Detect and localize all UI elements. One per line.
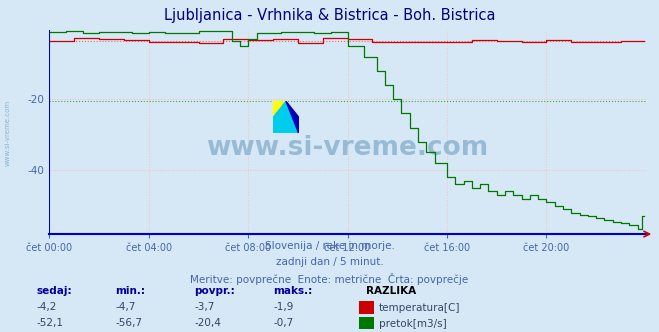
Text: -4,2: -4,2 <box>36 302 57 312</box>
Polygon shape <box>273 101 286 117</box>
Text: zadnji dan / 5 minut.: zadnji dan / 5 minut. <box>275 257 384 267</box>
Text: RAZLIKA: RAZLIKA <box>366 286 416 296</box>
Text: www.si-vreme.com: www.si-vreme.com <box>206 135 489 161</box>
Text: www.si-vreme.com: www.si-vreme.com <box>5 100 11 166</box>
Text: -56,7: -56,7 <box>115 318 142 328</box>
Text: -3,7: -3,7 <box>194 302 215 312</box>
Text: povpr.:: povpr.: <box>194 286 235 296</box>
Text: -0,7: -0,7 <box>273 318 294 328</box>
Text: -4,7: -4,7 <box>115 302 136 312</box>
Text: min.:: min.: <box>115 286 146 296</box>
Text: -1,9: -1,9 <box>273 302 294 312</box>
Text: Ljubljanica - Vrhnika & Bistrica - Boh. Bistrica: Ljubljanica - Vrhnika & Bistrica - Boh. … <box>163 8 496 23</box>
Text: -52,1: -52,1 <box>36 318 63 328</box>
Text: Meritve: povprečne  Enote: metrične  Črta: povprečje: Meritve: povprečne Enote: metrične Črta:… <box>190 273 469 285</box>
Text: Slovenija / reke in morje.: Slovenija / reke in morje. <box>264 241 395 251</box>
Text: sedaj:: sedaj: <box>36 286 72 296</box>
Text: -20,4: -20,4 <box>194 318 221 328</box>
Text: pretok[m3/s]: pretok[m3/s] <box>379 319 447 329</box>
Text: temperatura[C]: temperatura[C] <box>379 303 461 313</box>
Polygon shape <box>273 101 299 133</box>
Text: maks.:: maks.: <box>273 286 313 296</box>
Polygon shape <box>286 101 299 133</box>
